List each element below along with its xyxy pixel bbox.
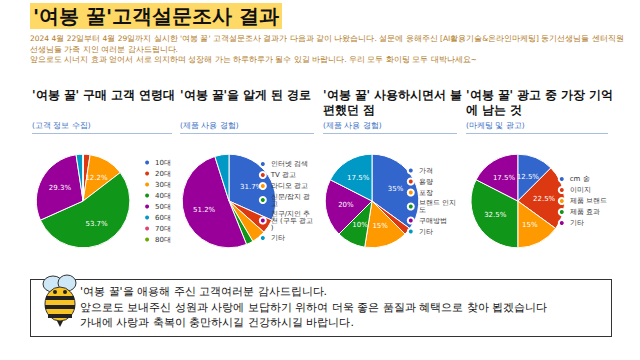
svg-text:10대: 10대 [155, 159, 171, 167]
svg-text:기타: 기타 [570, 219, 584, 227]
svg-text:포장: 포장 [419, 189, 433, 197]
svg-text:29.3%: 29.3% [49, 184, 72, 192]
svg-text:31.7%: 31.7% [240, 182, 263, 191]
svg-text:10%: 10% [352, 221, 368, 229]
svg-text:천 (구두 광고: 천 (구두 광고 [271, 217, 313, 225]
svg-text:도: 도 [419, 206, 426, 214]
svg-text:51.2%: 51.2% [193, 206, 216, 214]
svg-text:80대: 80대 [155, 236, 171, 244]
html-text:(고객 정보 수집): (고객 정보 수집) [32, 121, 91, 130]
svg-text:22.5%: 22.5% [533, 195, 556, 203]
html-text:'여봉 꿀' 사용하시면서 불편했던 점: '여봉 꿀' 사용하시면서 불편했던 점 [323, 88, 463, 117]
html-text:앞으로도 보내주신 성원과 사랑에 보답하기 위하여 더욱: 앞으로도 보내주신 성원과 사랑에 보답하기 위하여 더욱 좋은 품질과 혜택으… [80, 300, 548, 314]
svg-text:신문/잡지 광: 신문/잡지 광 [270, 192, 311, 201]
svg-text:40대: 40대 [155, 192, 171, 200]
svg-text:70대: 70대 [155, 225, 171, 233]
svg-text:50대: 50대 [155, 203, 171, 211]
html-text:2024 4월 22일부터 4월 29일까지 실시한 '여봉: 2024 4월 22일부터 4월 29일까지 실시한 '여봉 꿀' 고객설문조사… [30, 34, 624, 54]
svg-text:고: 고 [271, 200, 278, 208]
svg-text:라디오 광고: 라디오 광고 [271, 182, 308, 190]
html-text:앞으로도 시너지 효과 얻어서 서로 의지하며 성장해 가는: 앞으로도 시너지 효과 얻어서 서로 의지하며 성장해 가는 하루하루가 될수 … [30, 55, 477, 64]
svg-text:12.5%: 12.5% [517, 173, 540, 181]
html-text:'여봉 꿀'고객설문조사 결과: '여봉 꿀'고객설문조사 결과 [33, 4, 280, 28]
html-text:(마케팅 및 광고): (마케팅 및 광고) [466, 121, 525, 130]
html-text:가내에 사랑과 축복이 충만하시길 건강하시길 바랍니다.: 가내에 사랑과 축복이 충만하시길 건강하시길 바랍니다. [80, 316, 354, 329]
html-text:'여봉 꿀' 광고 중 가장 기억에 남는 것: '여봉 꿀' 광고 중 가장 기억에 남는 것 [466, 88, 614, 117]
svg-text:브랜드 인지: 브랜드 인지 [418, 199, 456, 207]
svg-text:이미지: 이미지 [570, 186, 591, 194]
svg-text:35%: 35% [388, 185, 404, 193]
svg-text:32.5%: 32.5% [484, 211, 507, 219]
svg-text:15%: 15% [522, 221, 538, 229]
svg-text:cm 송: cm 송 [570, 175, 590, 183]
html-text:'여봉 꿀'을 애용해 주신 고객여러분 감사드립니다.: '여봉 꿀'을 애용해 주신 고객여러분 감사드립니다. [80, 285, 327, 298]
svg-text:제품 효과: 제품 효과 [570, 208, 600, 216]
svg-text:17.5%: 17.5% [347, 174, 370, 182]
svg-text:12.2%: 12.2% [85, 174, 108, 182]
svg-text:친구/지인 추: 친구/지인 추 [270, 209, 311, 218]
svg-text:기타: 기타 [271, 234, 285, 242]
svg-text:20대: 20대 [155, 170, 171, 178]
svg-text:TV 광고: TV 광고 [270, 171, 296, 179]
svg-text:30대: 30대 [155, 181, 171, 189]
svg-text:가격: 가격 [419, 167, 433, 175]
svg-text:17.5%: 17.5% [493, 174, 516, 182]
html-text:'여봉 꿀' 구매 고객 연령대: '여봉 꿀' 구매 고객 연령대 [32, 88, 176, 102]
html-text:'여봉 꿀'을 알게 된 경로: '여봉 꿀'을 알게 된 경로 [180, 88, 312, 102]
svg-text:제품 브랜드: 제품 브랜드 [570, 197, 607, 205]
svg-text:기타: 기타 [419, 228, 433, 236]
html-text:(제품 사용 경험): (제품 사용 경험) [323, 121, 382, 130]
svg-text:): ) [271, 224, 274, 232]
svg-text:20%: 20% [338, 201, 354, 209]
svg-text:53.7%: 53.7% [85, 220, 108, 228]
svg-text:60대: 60대 [155, 214, 171, 222]
html-text:(제품 사용 경험): (제품 사용 경험) [180, 121, 239, 130]
svg-text:15%: 15% [372, 222, 388, 230]
svg-text:인터넷 검색: 인터넷 검색 [271, 160, 308, 168]
svg-text:구매방법: 구매방법 [419, 217, 447, 225]
svg-text:용량: 용량 [419, 178, 433, 186]
